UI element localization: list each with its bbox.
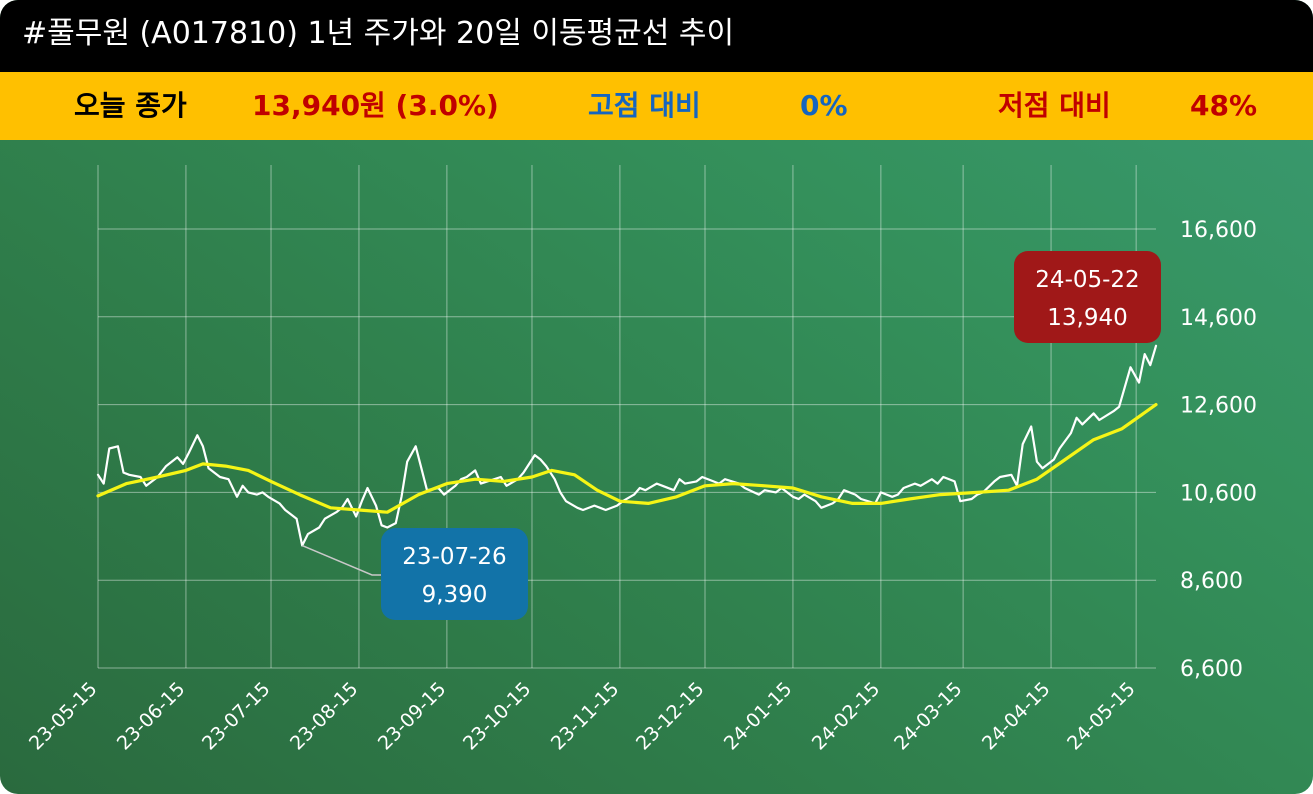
- high-compare-value: 0%: [800, 89, 848, 122]
- high-compare-label: 고점 대비: [588, 89, 701, 122]
- x-tick-label: 24-02-15: [808, 678, 885, 755]
- callouts: 23-07-26 9,390 24-05-22 13,940: [301, 251, 1161, 620]
- x-tick-label: 24-04-15: [978, 678, 1055, 755]
- high-callout-date: 24-05-22: [1035, 267, 1139, 293]
- y-axis-ticks: 16,600 14,600 12,600 10,600 8,600 6,600: [1180, 218, 1257, 682]
- x-tick-label: 23-05-15: [25, 678, 102, 755]
- x-tick-label: 24-05-15: [1063, 678, 1140, 755]
- low-callout-leader: [301, 544, 381, 576]
- x-tick-label: 23-08-15: [286, 678, 363, 755]
- x-tick-label: 23-06-15: [113, 678, 190, 755]
- y-tick-label: 16,600: [1180, 218, 1257, 243]
- x-tick-label: 23-12-15: [632, 678, 709, 755]
- series-lines: [96, 344, 1158, 547]
- high-callout-value: 13,940: [1047, 305, 1127, 331]
- stock-line-chart: 16,600 14,600 12,600 10,600 8,600 6,600 23-05…: [25, 165, 1257, 755]
- y-tick-label: 6,600: [1180, 657, 1243, 682]
- x-tick-label: 24-03-15: [890, 678, 967, 755]
- series-ma20-line: [96, 403, 1158, 514]
- y-tick-label: 12,600: [1180, 394, 1257, 419]
- x-axis-ticks: 23-05-15 23-06-15 23-07-15 23-08-15 23-09-15…: [25, 678, 1140, 755]
- close-value: 13,940원 (3.0%): [252, 89, 499, 122]
- y-tick-label: 8,600: [1180, 569, 1243, 594]
- low-compare-value: 48%: [1190, 89, 1258, 122]
- high-callout-box: [1014, 251, 1161, 343]
- close-label: 오늘 종가: [74, 89, 187, 122]
- x-tick-label: 23-11-15: [547, 678, 624, 755]
- x-tick-label: 23-10-15: [459, 678, 536, 755]
- x-tick-label: 24-01-15: [720, 678, 797, 755]
- grid: [97, 165, 1156, 669]
- low-compare-label: 저점 대비: [998, 89, 1111, 122]
- chart-title: #풀무원 (A017810) 1년 주가와 20일 이동평균선 추이: [22, 16, 735, 51]
- y-tick-label: 14,600: [1180, 306, 1257, 331]
- x-tick-label: 23-09-15: [374, 678, 451, 755]
- low-callout-value: 9,390: [422, 582, 488, 608]
- y-tick-label: 10,600: [1180, 481, 1257, 506]
- low-callout-date: 23-07-26: [402, 544, 506, 570]
- summary-bar: 오늘 종가 13,940원 (3.0%) 고점 대비 0% 저점 대비 48%: [0, 72, 1313, 140]
- series-price-line: [96, 344, 1158, 547]
- title-bar: #풀무원 (A017810) 1년 주가와 20일 이동평균선 추이: [0, 0, 1313, 72]
- x-tick-label: 23-07-15: [198, 678, 275, 755]
- low-callout-box: [381, 528, 528, 620]
